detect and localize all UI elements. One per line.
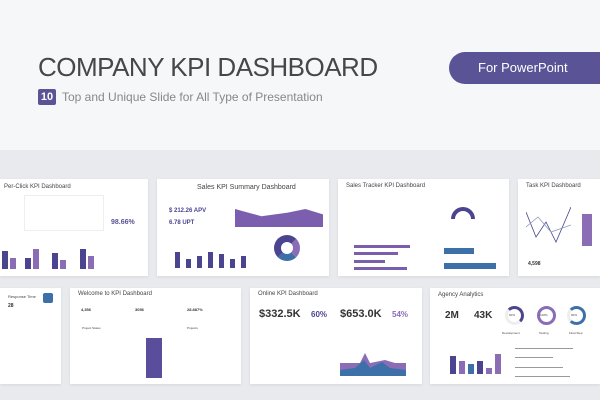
app-icon [43, 293, 53, 303]
gauge-value: 100% [540, 313, 548, 317]
gauge [451, 207, 475, 219]
kpi-1: 2M [445, 310, 459, 321]
slide-title: Welcome to KPI Dashboard [78, 291, 152, 297]
status-column [146, 338, 162, 378]
area-chart [340, 353, 406, 376]
kpi-3: 28.887% [187, 307, 203, 312]
kpi: 98.66% [111, 219, 135, 226]
kpi-upt: 6.78 UPT [169, 220, 195, 226]
slide-thumb-sales-tracker[interactable]: Sales Tracker KPI Dashboard [338, 179, 509, 276]
pct-1: 60% [311, 310, 328, 319]
donut-chart [274, 235, 300, 261]
table-title: Project Status [82, 326, 101, 330]
bar-chart [0, 239, 120, 269]
gauge-label: Development [502, 331, 520, 335]
gauge-value: 90% [571, 313, 578, 317]
pct-2: 54% [392, 310, 409, 319]
subtitle: Top and Unique Slide for All Type of Pre… [62, 90, 323, 104]
side-title: Projects [187, 326, 198, 330]
bar-chart [175, 243, 255, 268]
slide-title: Response Time [8, 294, 36, 299]
slide-thumb-per-click[interactable]: Per-Click KPI Dashboard 98.66% [0, 179, 148, 276]
kpi-2: $653.0K [340, 308, 382, 320]
slide-thumb-welcome-kpi[interactable]: Welcome to KPI Dashboard 4,356 3056 28.8… [70, 288, 241, 384]
kpi-apv: $ 212.26 APV [169, 208, 207, 214]
slide-thumb-agency-analytics[interactable]: Agency Analytics 2M 43K 60% Development … [430, 288, 600, 384]
slide-title: Task KPI Dashboard [526, 183, 581, 189]
kpi: 4,598 [528, 261, 541, 267]
line-chart [526, 207, 571, 243]
bar [582, 214, 592, 246]
slide-title: Sales KPI Summary Dashboard [197, 184, 296, 191]
slide-title: Sales Tracker KPI Dashboard [346, 183, 426, 189]
for-powerpoint-badge: For PowerPoint [449, 52, 600, 84]
slide-title: Agency Analytics [438, 292, 484, 298]
kpi-2: 43K [474, 310, 493, 321]
gauge-label: Testing [539, 331, 549, 335]
page-title: COMPANY KPI DASHBOARD [38, 52, 378, 82]
kpi-1: $332.5K [259, 308, 301, 320]
bar-chart [450, 346, 510, 374]
slide-count-badge: 10 [38, 89, 56, 105]
gauge-value: 60% [509, 313, 516, 317]
slide-thumb-response-time[interactable]: Response Time 28 [0, 288, 61, 384]
gauge-label: Final Step [569, 331, 583, 335]
gauge-final-step [567, 306, 586, 325]
slide-title: Per-Click KPI Dashboard [4, 184, 71, 190]
slide-thumb-online-kpi[interactable]: Online KPI Dashboard $332.5K 60% $653.0K… [250, 288, 422, 384]
slide-title: Online KPI Dashboard [258, 291, 318, 297]
kpi: 28 [8, 303, 14, 309]
kpi-1: 4,356 [81, 307, 92, 312]
gauge-testing [537, 306, 556, 325]
slide-thumb-sales-kpi[interactable]: Sales KPI Summary Dashboard $ 212.26 APV… [157, 179, 329, 276]
slide-thumb-task-kpi[interactable]: Task KPI Dashboard 4,598 [518, 179, 600, 276]
gauge-development [505, 306, 524, 325]
table [24, 195, 104, 231]
area-chart [235, 209, 323, 227]
kpi-2: 3056 [135, 307, 144, 312]
